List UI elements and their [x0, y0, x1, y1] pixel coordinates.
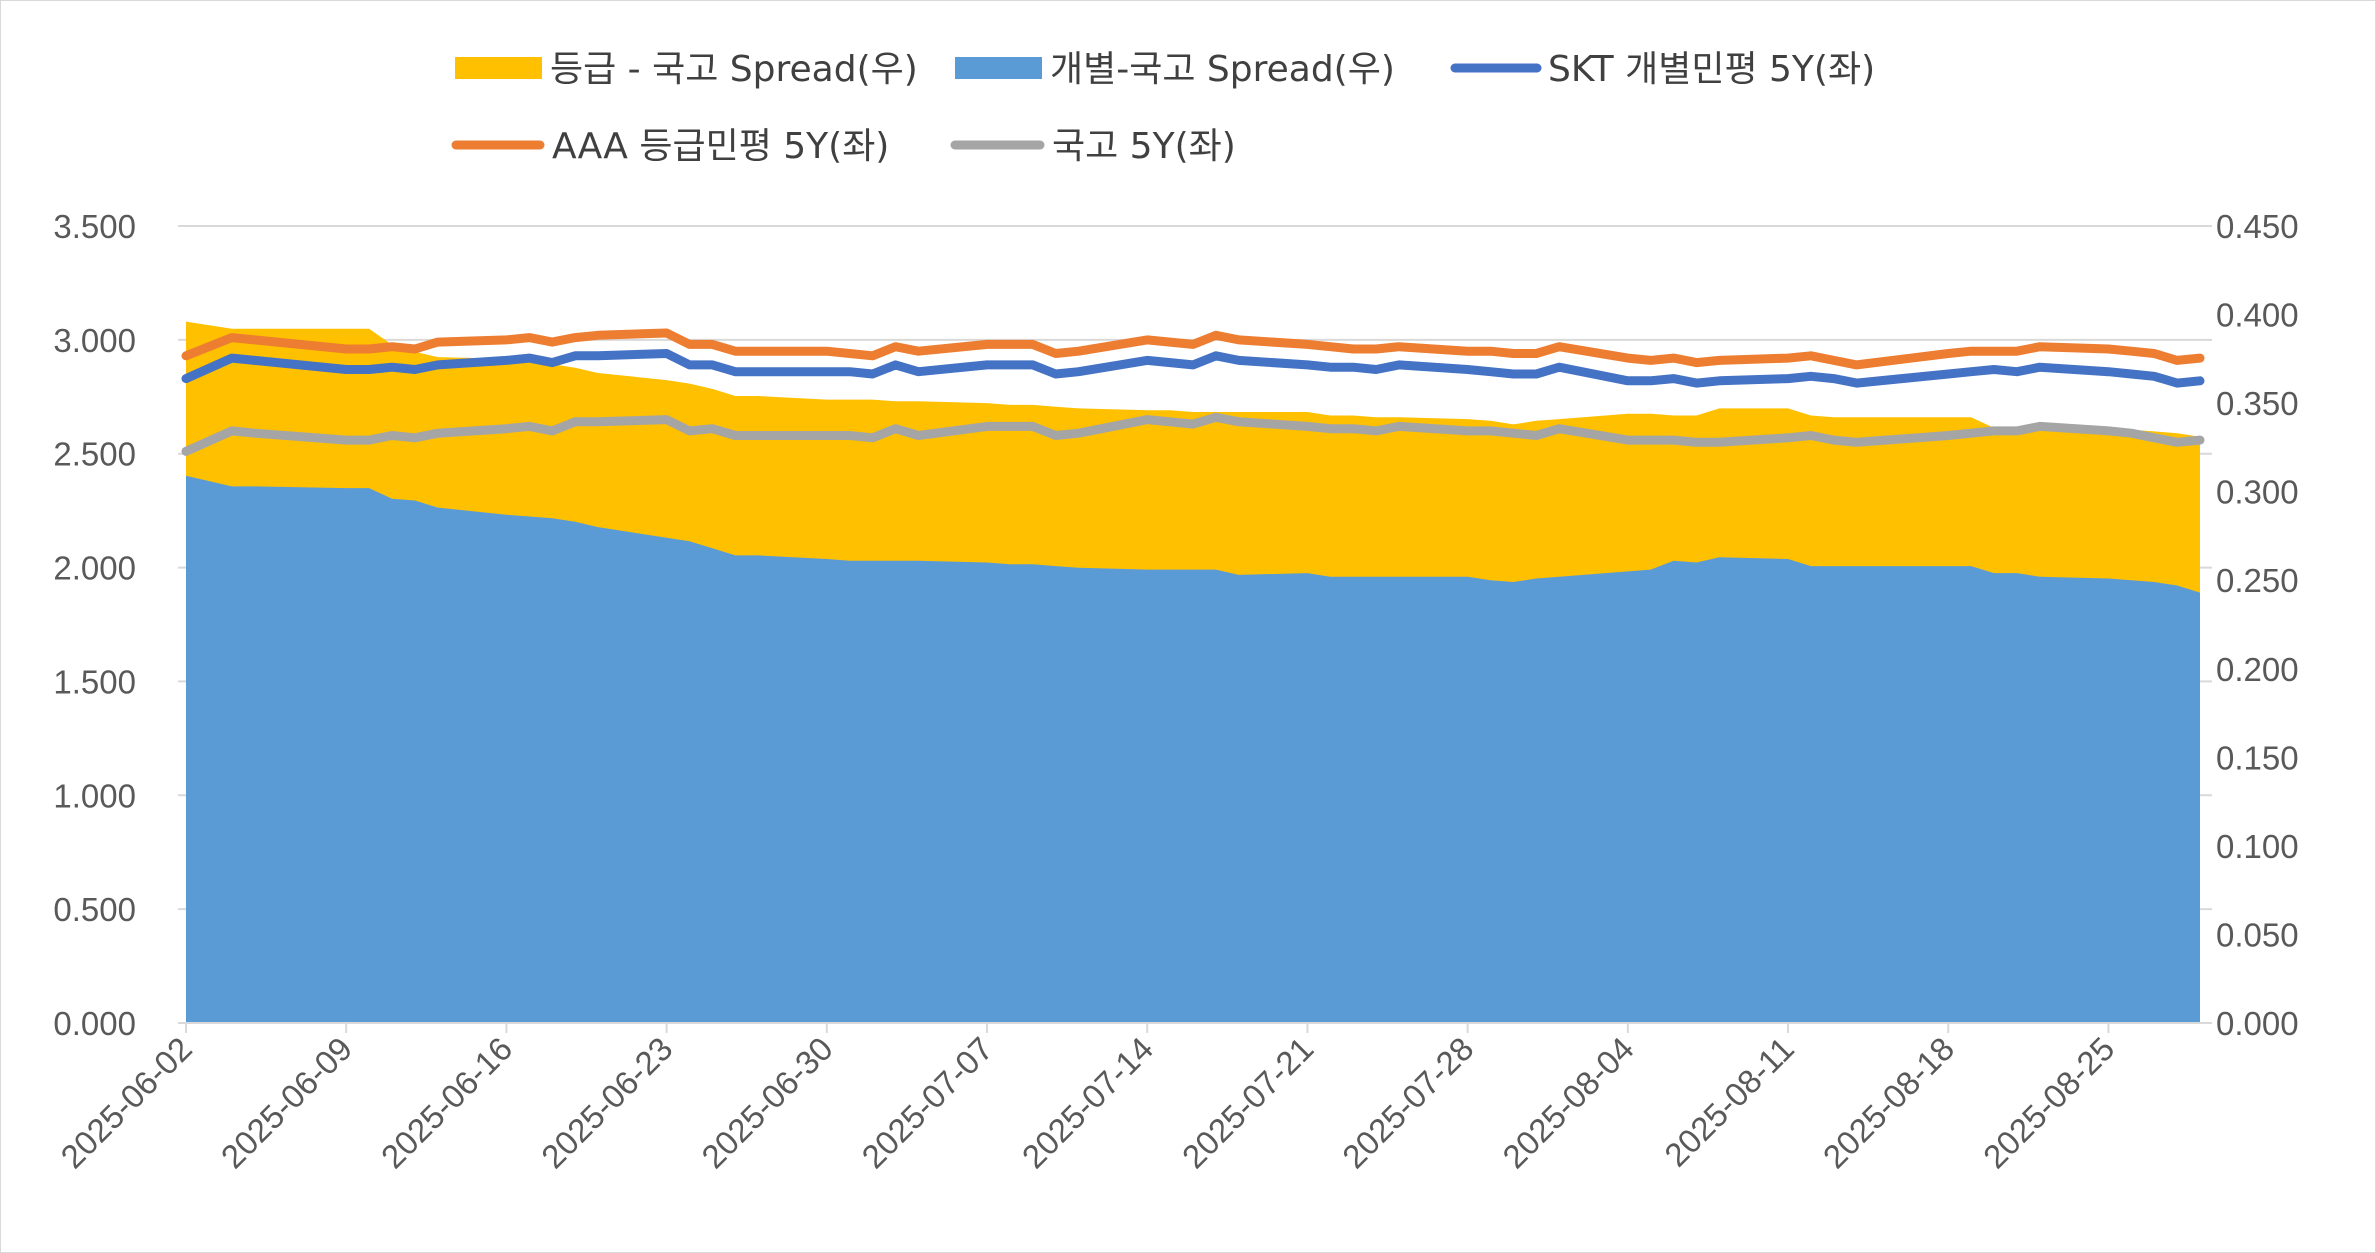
legend-swatch-individual-spread — [955, 57, 1042, 79]
legend-item-individual-spread[interactable]: 개별-국고 Spread(우) — [955, 49, 1395, 90]
right-axis-ticks: 0.000 0.050 0.100 0.150 0.200 0.250 0.300 0.350… — [2216, 208, 2299, 1042]
legend-item-skt[interactable]: SKT 개별민평 5Y(좌) — [1450, 49, 1875, 90]
area-series — [185, 321, 2201, 1024]
legend: 등급 - 국고 Spread(우) 개별-국고 Spread(우) SKT 개별… — [451, 49, 1875, 167]
right-tick-label: 0.150 — [2216, 739, 2299, 776]
left-tick-label: 1.500 — [53, 663, 136, 700]
x-axis-ticks: 2025-06-02 2025-06-09 2025-06-16 2025-06-23… — [53, 1023, 2121, 1175]
legend-item-aaa[interactable]: AAA 등급민평 5Y(좌) — [451, 126, 889, 167]
x-tick-label: 2025-07-28 — [1335, 1030, 1481, 1176]
x-tick-label: 2025-08-11 — [1657, 1030, 1801, 1174]
x-tick-label: 2025-06-23 — [534, 1030, 680, 1176]
x-tick-label: 2025-08-25 — [1976, 1030, 2122, 1176]
left-tick-label: 3.000 — [53, 322, 136, 359]
right-tick-label: 0.250 — [2216, 562, 2299, 599]
right-tick-label: 0.000 — [2216, 1005, 2299, 1042]
right-tick-label: 0.200 — [2216, 651, 2299, 688]
x-tick-label: 2025-08-04 — [1495, 1030, 1641, 1176]
left-tick-label: 2.500 — [53, 436, 136, 473]
legend-label: 등급 - 국고 Spread(우) — [550, 49, 918, 90]
line-series-4 — [181, 412, 2205, 456]
right-tick-label: 0.450 — [2216, 208, 2299, 245]
right-tick-label: 0.300 — [2216, 474, 2299, 511]
left-tick-label: 2.000 — [53, 550, 136, 587]
right-tick-label: 0.400 — [2216, 297, 2299, 334]
area-series-1 — [186, 475, 2200, 1023]
legend-label: 개별-국고 Spread(우) — [1050, 49, 1395, 90]
left-tick-label: 1.000 — [53, 777, 136, 814]
x-tick-label: 2025-07-07 — [854, 1030, 1000, 1176]
left-tick-label: 3.500 — [53, 208, 136, 245]
legend-label: AAA 등급민평 5Y(좌) — [552, 126, 889, 167]
legend-label: 국고 5Y(좌) — [1052, 126, 1236, 167]
line-series — [181, 328, 2205, 456]
left-tick-label: 0.000 — [53, 1005, 136, 1042]
right-tick-label: 0.350 — [2216, 385, 2299, 422]
x-tick-label: 2025-06-02 — [53, 1030, 199, 1176]
legend-swatch-grade-spread — [455, 57, 542, 79]
x-tick-label: 2025-06-16 — [374, 1030, 520, 1176]
line-series-2 — [181, 349, 2205, 388]
x-tick-label: 2025-07-21 — [1175, 1030, 1321, 1176]
x-tick-label: 2025-06-09 — [214, 1030, 360, 1176]
left-tick-label: 0.500 — [53, 891, 136, 928]
line-series-3 — [181, 328, 2205, 370]
x-tick-label: 2025-06-30 — [694, 1030, 840, 1176]
right-tick-label: 0.050 — [2216, 916, 2299, 953]
x-tick-label: 2025-08-18 — [1816, 1030, 1962, 1176]
right-tick-label: 0.100 — [2216, 828, 2299, 865]
x-tick-label: 2025-07-14 — [1015, 1030, 1161, 1176]
legend-item-gov[interactable]: 국고 5Y(좌) — [950, 126, 1236, 167]
legend-item-grade-spread[interactable]: 등급 - 국고 Spread(우) — [455, 49, 918, 90]
left-axis-ticks: 0.000 0.500 1.000 1.500 2.000 2.500 3.000 3.500 — [53, 208, 136, 1042]
legend-label: SKT 개별민평 5Y(좌) — [1548, 49, 1875, 90]
